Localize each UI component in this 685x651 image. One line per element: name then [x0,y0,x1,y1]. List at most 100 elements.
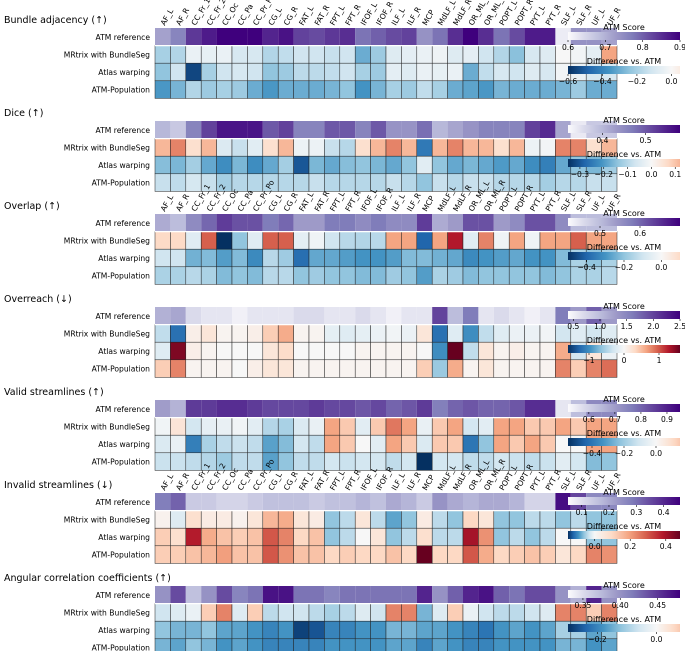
cell-reference [386,121,402,139]
cell-reference [493,493,510,511]
cell-method [431,638,448,651]
cell-method [324,173,341,192]
cell-method [339,510,356,529]
cell-reference [416,493,433,511]
cell-method [416,155,433,175]
cell-method [277,248,294,268]
row-label: Atlas warping [98,533,150,542]
cell-method [431,527,448,547]
cell-method [200,231,217,250]
row-label: Atlas warping [98,347,150,356]
diff-tick-label: 0.0 [645,170,657,179]
cell-method [339,266,356,285]
cell-method [277,173,294,192]
cell-method [462,266,479,285]
row-label: ATM reference [96,498,151,507]
cell-method [231,603,248,622]
cell-method [354,231,371,250]
cell-reference [293,586,309,604]
cell-method [508,138,525,157]
cell-reference [247,493,263,511]
cell-method [170,603,187,622]
cell-method [416,173,433,192]
panel-title: Valid streamlines (↑) [4,387,104,398]
cell-method [570,138,587,157]
cell-method [370,638,387,651]
cell-method [524,359,541,378]
cell-method [262,341,279,361]
cell-method [154,62,171,82]
cell-method [493,248,510,268]
cell-method [308,452,325,471]
cell-method [416,638,433,651]
cell-method [447,231,464,250]
cell-method [231,138,248,157]
cell-method [354,510,371,529]
cell-reference [247,121,263,139]
cell-method [262,62,279,82]
cell-method [247,527,264,547]
cell-reference [339,28,356,46]
cell-method [416,80,433,99]
cell-reference [416,121,433,139]
cell-method [431,45,448,64]
cell-method [555,173,572,192]
cell-reference [216,214,232,232]
score-colorbar [568,218,680,226]
cell-method [370,248,387,268]
cell-method [339,341,356,361]
cell-method [247,341,264,361]
cell-reference [493,586,510,604]
cell-method [216,510,233,529]
cell-method [200,527,217,547]
score-tick-label: 0.8 [635,415,647,424]
cell-reference [324,493,340,511]
cell-method [601,359,618,378]
cell-reference [262,214,279,232]
cell-method [247,452,264,471]
cell-method [385,620,402,640]
cell-method [262,45,279,64]
cell-method [308,45,325,64]
cell-method [493,138,510,157]
cell-method [385,545,402,564]
score-tick-label: 2.5 [674,322,685,331]
cell-method [370,138,387,157]
cell-method [493,638,510,651]
cell-method [539,248,556,268]
cell-reference [232,121,248,139]
cell-reference [355,586,371,604]
cell-method [370,545,387,564]
cell-method [231,620,248,640]
cell-method [324,80,341,99]
cell-method [154,80,171,99]
diff-colorbar [568,624,680,632]
cell-method [447,434,464,454]
cell-method [354,45,371,64]
cell-reference [386,214,402,232]
cell-method [247,266,264,285]
cell-reference [463,586,479,604]
panel-title: Overlap (↑) [4,201,60,212]
cell-method [185,80,202,99]
diff-tick-label: 0 [622,356,627,365]
cell-method [370,603,387,622]
cell-reference [416,400,433,418]
cell-method [277,62,294,82]
diff-tick-label: −0.4 [577,263,596,272]
cell-method [170,138,187,157]
cell-method [416,359,433,378]
cell-method [200,359,217,378]
cell-method [431,434,448,454]
cell-method [493,45,510,64]
cell-method [431,510,448,529]
cell-method [385,138,402,157]
cell-method [462,510,479,529]
row-label: ATM reference [96,126,151,135]
cell-method [200,620,217,640]
cell-method [293,620,310,640]
cell-reference [447,586,463,604]
cell-method [401,138,418,157]
cell-method [200,266,217,285]
